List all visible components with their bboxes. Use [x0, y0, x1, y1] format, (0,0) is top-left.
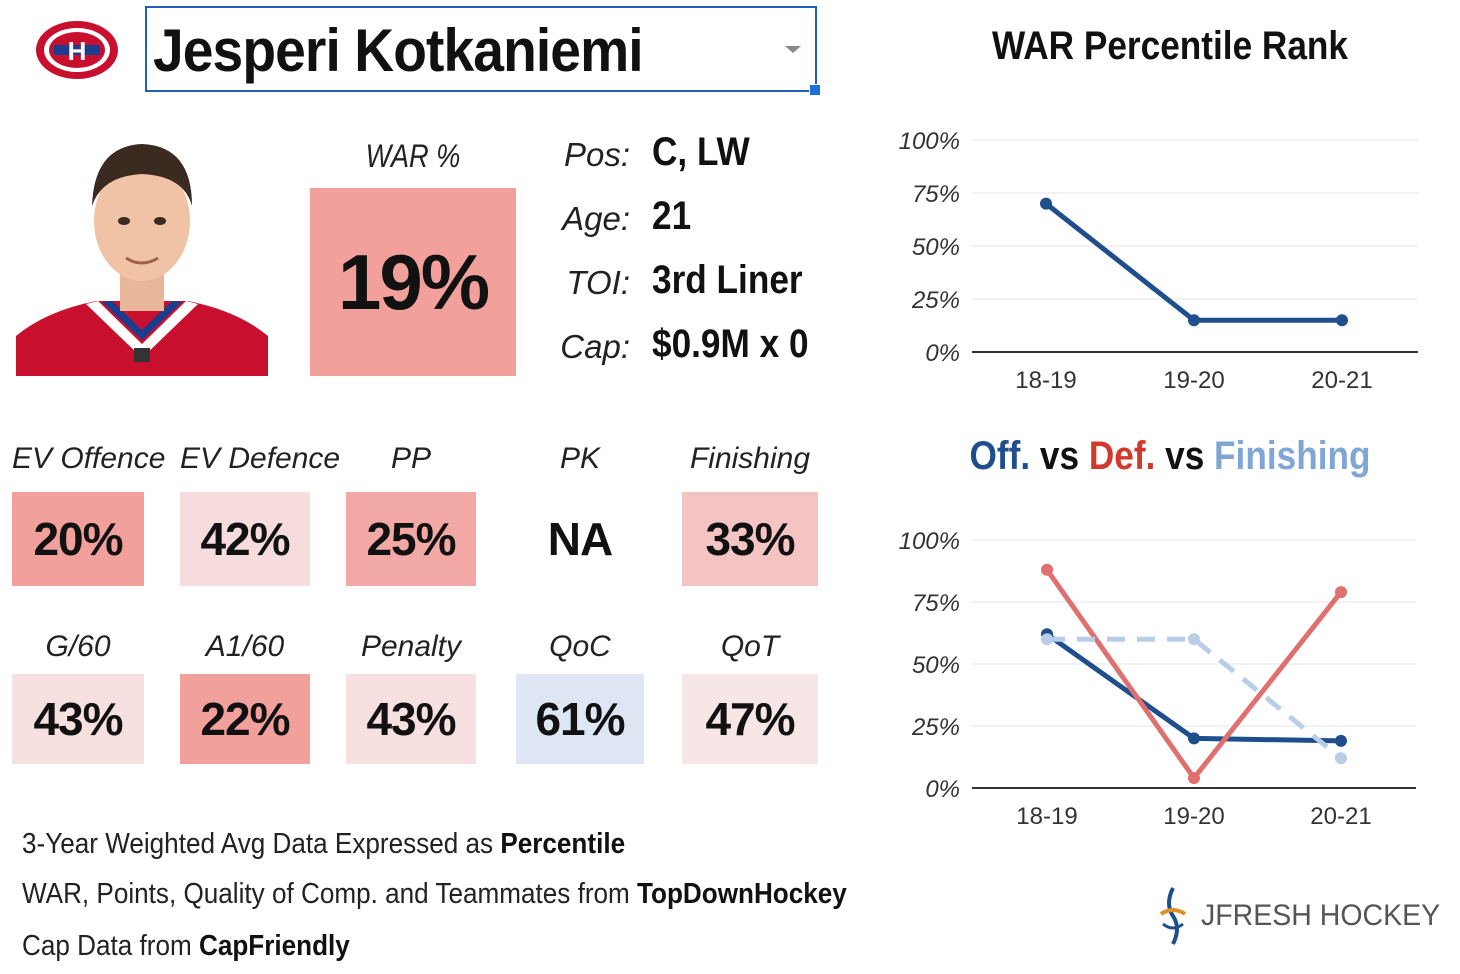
footer-text-2: WAR, Points, Quality of Comp. and Teamma… — [22, 878, 638, 910]
series-line-def — [1044, 568, 1343, 781]
stat-value-pp: 25% — [366, 513, 456, 565]
footer-note-3: Cap Data from CapFriendly — [22, 930, 350, 963]
footer-note-1: 3-Year Weighted Avg Data Expressed as Pe… — [22, 828, 625, 861]
title-part-finishing: Finishing — [1214, 434, 1371, 478]
stat-box-qoc: 61% — [516, 674, 644, 764]
stat-box-pp: 25% — [346, 492, 476, 586]
war-percentile-chart: 0% 25% 50% 75% 100% 18-19 19-20 20-21 — [899, 128, 1418, 394]
svg-text:H: H — [68, 36, 87, 66]
chevron-down-icon[interactable] — [785, 46, 801, 53]
y-tick-label: 100% — [899, 128, 960, 155]
stat-label-g60: G/60 — [45, 630, 111, 663]
y-tick-label: 25% — [911, 287, 960, 314]
data-point — [1335, 734, 1347, 747]
war-label: WAR % — [365, 138, 461, 174]
y-tick-label: 75% — [912, 181, 960, 208]
stat-value-g60: 43% — [33, 693, 123, 745]
stat-value-ev-offence: 20% — [33, 513, 123, 565]
y-tick-label: 0% — [925, 340, 960, 367]
comparison-chart-title: Off. vs Def. vs Finishing — [959, 434, 1381, 479]
war-value-box: 19% — [310, 188, 516, 376]
series-line-finishing — [1047, 636, 1343, 761]
title-part-vs-1: vs — [1030, 434, 1089, 478]
stat-label-qoc: QoC — [549, 630, 611, 663]
title-part-def: Def. — [1088, 434, 1156, 478]
info-label-toi: TOI: — [566, 264, 630, 301]
x-tick-label: 20-21 — [1310, 803, 1371, 830]
stat-box-penalty: 43% — [346, 674, 476, 764]
info-label-age: Age: — [562, 200, 630, 237]
player-select[interactable]: Jesperi Kotkaniemi — [145, 6, 821, 96]
data-point — [1335, 752, 1347, 765]
data-point — [1335, 586, 1347, 599]
stat-box-pk: NA — [516, 492, 644, 586]
stat-label-ev-defence: EV Defence — [180, 442, 341, 475]
y-tick-label: 25% — [911, 714, 960, 741]
footer-note-2: WAR, Points, Quality of Comp. and Teamma… — [22, 878, 847, 911]
x-tick-label: 19-20 — [1163, 803, 1224, 830]
y-tick-label: 50% — [912, 652, 960, 679]
stat-value-ev-defence: 42% — [200, 513, 290, 565]
footer-text-3: Cap Data from — [22, 930, 199, 962]
data-point — [1040, 197, 1052, 210]
stat-value-a160: 22% — [200, 693, 290, 745]
player-photo — [16, 126, 268, 376]
brand-text: JFRESH HOCKEY — [1201, 899, 1441, 932]
info-value-toi: 3rd Liner — [652, 258, 803, 302]
stat-value-qot: 47% — [705, 693, 795, 745]
stat-box-a160: 22% — [180, 674, 310, 764]
info-label-cap: Cap: — [560, 328, 630, 365]
x-tick-label: 20-21 — [1311, 367, 1372, 394]
data-point — [1188, 633, 1200, 646]
stat-label-ev-offence: EV Offence — [12, 442, 166, 475]
stat-value-penalty: 43% — [366, 693, 456, 745]
data-point — [1041, 633, 1053, 646]
canadiens-logo-icon: H — [36, 21, 118, 79]
info-label-pos: Pos: — [563, 136, 630, 173]
footer-text-1: 3-Year Weighted Avg Data Expressed as — [22, 828, 501, 860]
series-line-war — [1044, 201, 1342, 323]
stat-value-qoc: 61% — [535, 693, 625, 745]
info-value-pos: C, LW — [652, 130, 750, 174]
player-name: Jesperi Kotkaniemi — [153, 17, 644, 84]
title-part-off: Off. — [969, 434, 1031, 478]
y-tick-label: 0% — [925, 776, 960, 803]
x-tick-label: 18-19 — [1016, 803, 1077, 830]
x-tick-label: 19-20 — [1163, 367, 1224, 394]
y-tick-label: 75% — [912, 590, 960, 617]
data-point — [1188, 314, 1200, 327]
stat-label-finishing: Finishing — [689, 442, 811, 475]
stat-value-pk: NA — [547, 513, 613, 565]
data-point — [1041, 563, 1053, 576]
footer-bold-3: CapFriendly — [198, 930, 350, 962]
stat-box-ev-defence: 42% — [180, 492, 310, 586]
info-value-age: 21 — [652, 194, 692, 238]
jfresh-logo-icon — [1159, 887, 1187, 945]
resize-handle[interactable] — [809, 84, 821, 96]
stat-label-qot: QoT — [720, 630, 780, 663]
stat-label-pp: PP — [390, 442, 432, 475]
stat-box-qot: 47% — [682, 674, 818, 764]
footer-bold-2: TopDownHockey — [637, 878, 847, 910]
data-point — [1188, 732, 1200, 745]
stat-box-ev-offence: 20% — [12, 492, 144, 586]
stat-value-finishing: 33% — [705, 513, 795, 565]
stat-label-a160: A1/60 — [205, 630, 285, 663]
stat-label-pk: PK — [559, 442, 601, 475]
data-point — [1336, 314, 1348, 327]
y-tick-label: 100% — [899, 528, 960, 555]
stat-label-penalty: Penalty — [360, 630, 462, 663]
info-value-cap: $0.9M x 0 — [652, 322, 809, 366]
title-part-vs-2: vs — [1155, 434, 1215, 478]
brand-mark: JFRESH HOCKEY — [1155, 884, 1453, 948]
footer-bold-1: Percentile — [500, 828, 626, 860]
stat-box-finishing: 33% — [682, 492, 818, 586]
stat-box-g60: 43% — [12, 674, 144, 764]
war-value: 19% — [337, 237, 490, 326]
x-tick-label: 18-19 — [1015, 367, 1076, 394]
off-def-finishing-chart: 0% 25% 50% 75% 100% 18-19 19-20 20-21 — [899, 528, 1416, 830]
war-chart-title: WAR Percentile Rank — [991, 24, 1349, 68]
y-tick-label: 50% — [912, 234, 960, 261]
data-point — [1188, 772, 1200, 785]
